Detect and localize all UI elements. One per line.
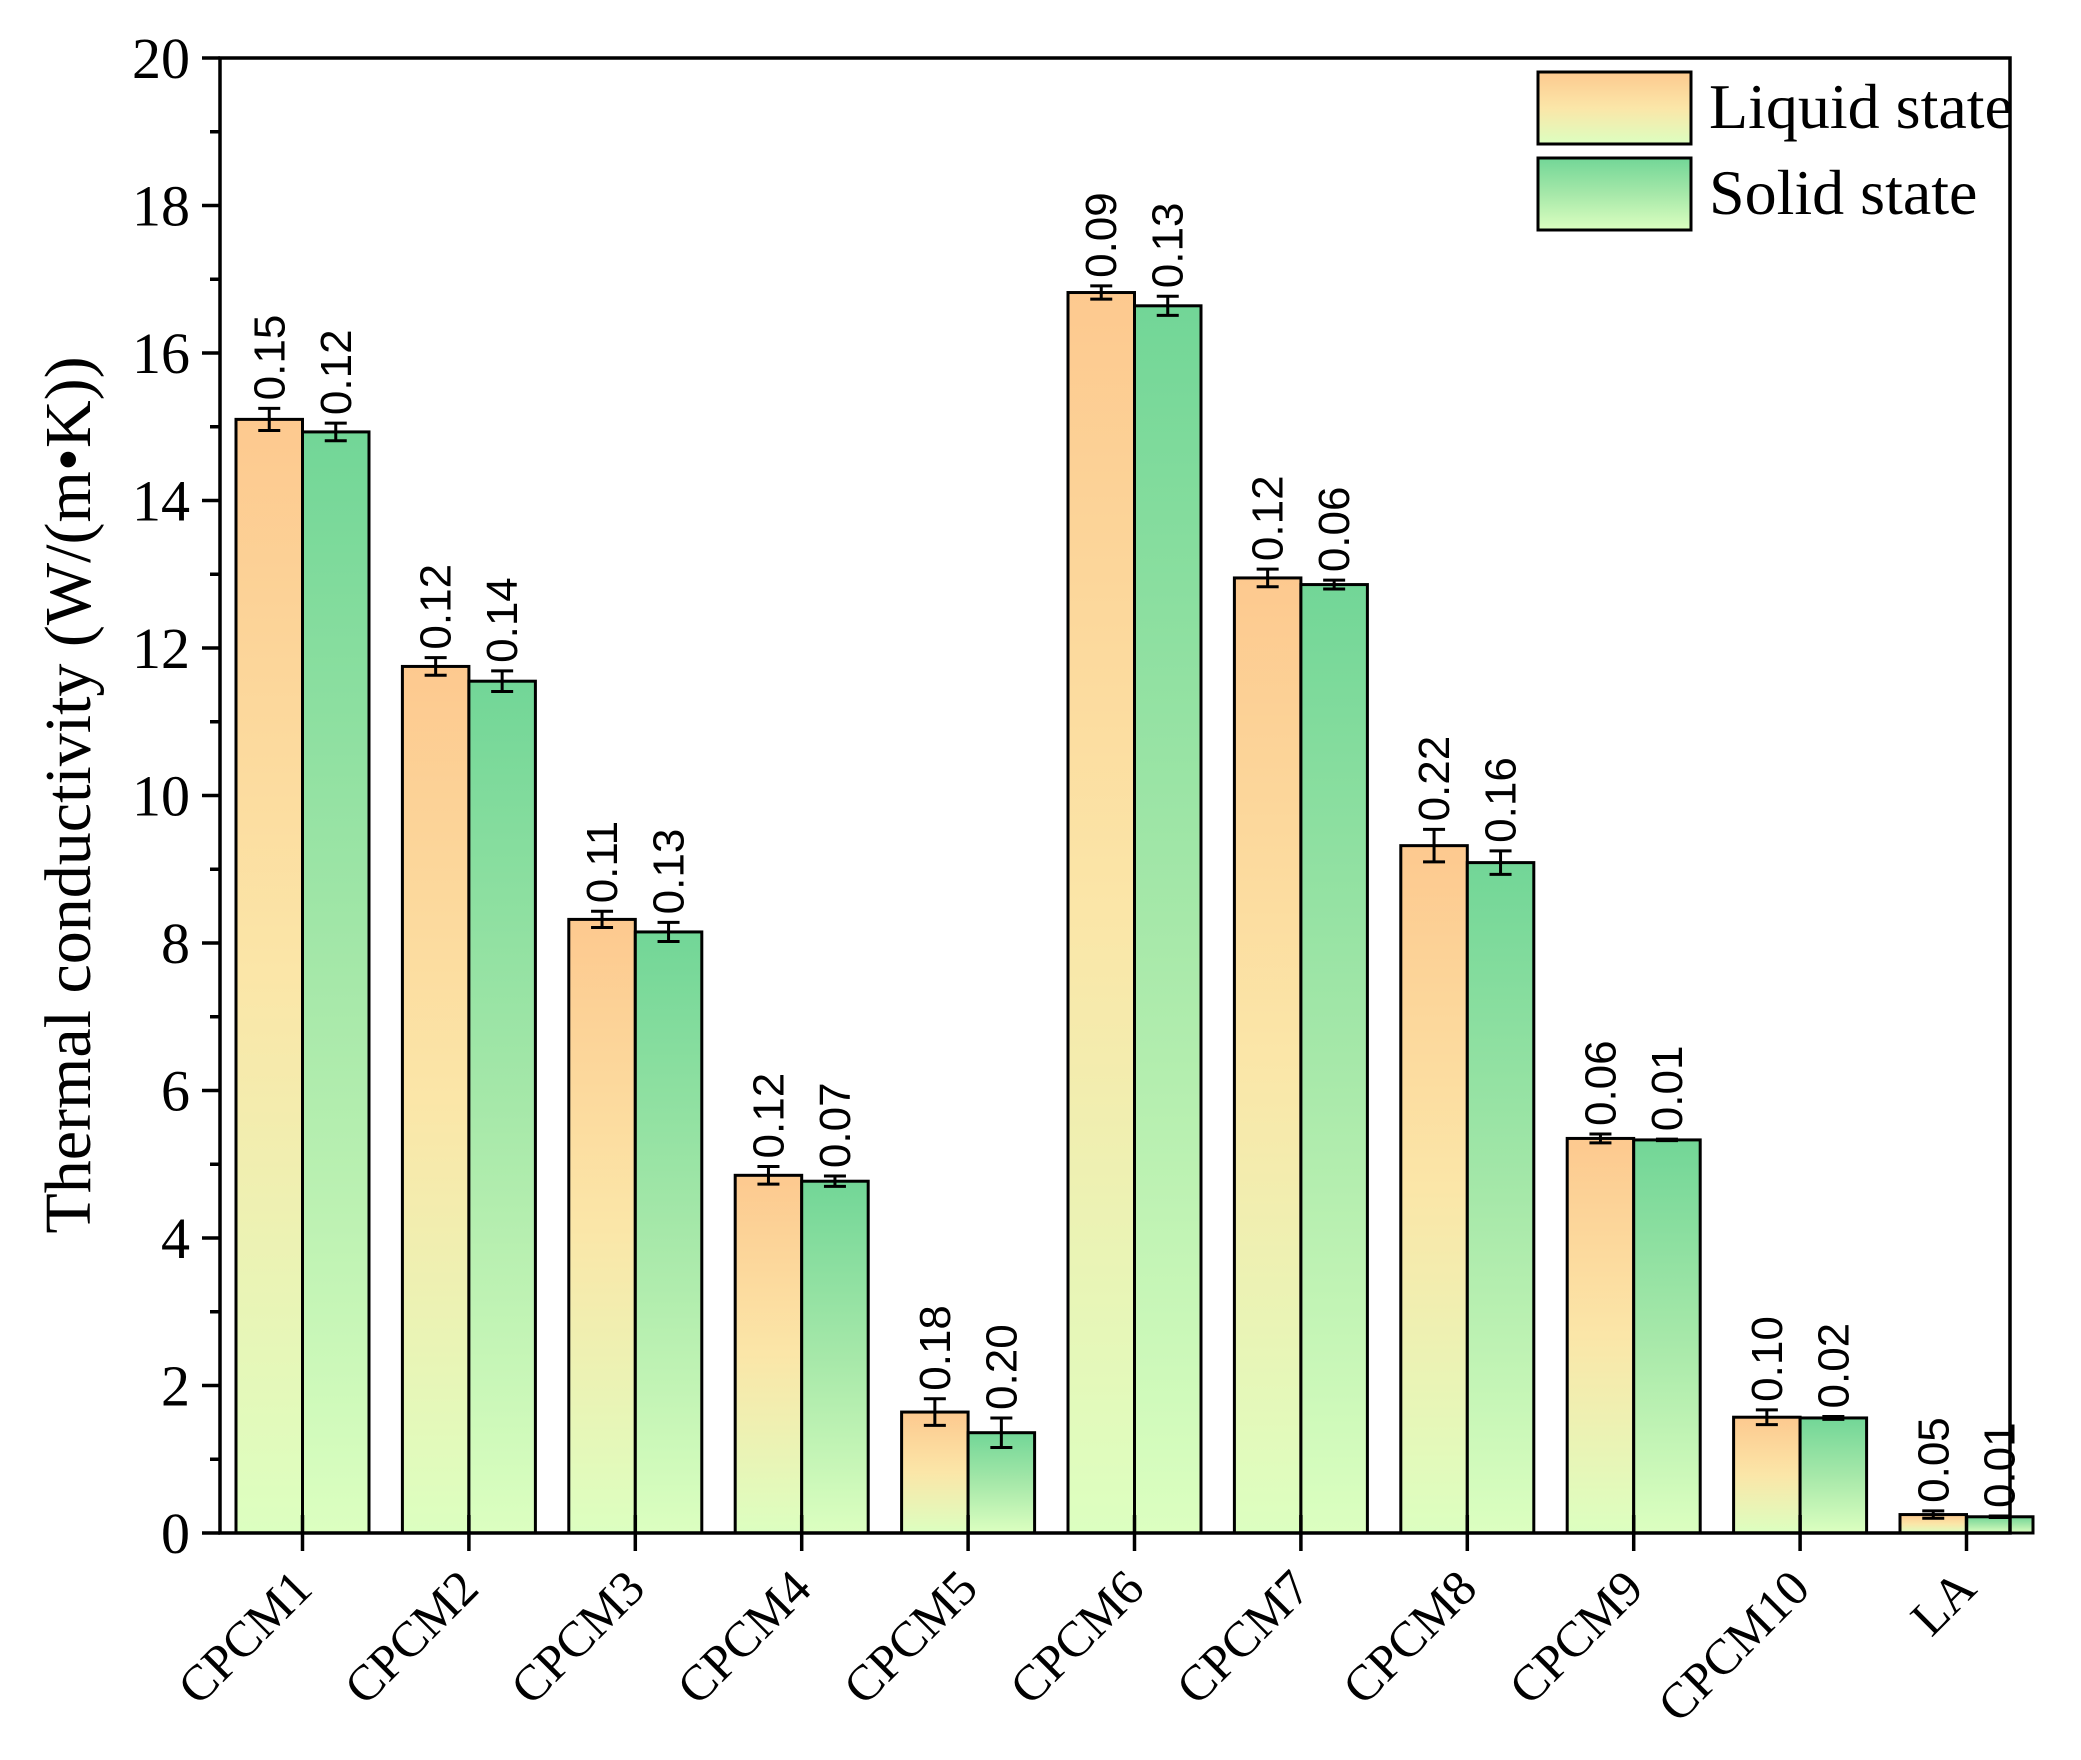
y-tick-label: 12 [132, 616, 190, 681]
x-axis: CPCM1 CPCM2 CPCM3 CPCM4 CPCM5 CPCM6 CPCM7 CPCM8… [167, 1515, 1987, 1732]
bar-liquid-cpcm2 [400, 664, 471, 1535]
data-label-liquid: 0.12 [412, 564, 461, 650]
x-tick-label: CPCM9 [1498, 1559, 1654, 1715]
data-label-liquid: 0.06 [1576, 1040, 1625, 1126]
bar-solid-cpcm1 [301, 430, 371, 1535]
x-tick-label: CPCM3 [500, 1559, 656, 1715]
y-tick-label: 8 [161, 911, 190, 976]
y-tick-label: 16 [132, 321, 190, 386]
error-bars-layer [258, 284, 2011, 1520]
bars-layer [234, 291, 2035, 1535]
y-tick-label: 4 [161, 1206, 190, 1271]
bar-solid-cpcm9 [1632, 1138, 1702, 1535]
data-label-solid: 0.01 [1643, 1046, 1692, 1132]
data-labels-layer: 0.15 0.12 0.12 0.14 0.11 0.13 0.12 0.07 0.18 0.20… [245, 192, 2025, 1508]
x-tick-label: CPCM6 [999, 1559, 1155, 1715]
y-tick-label: 0 [161, 1501, 190, 1566]
bar-liquid-cpcm7 [1232, 576, 1303, 1535]
data-label-liquid: 0.11 [578, 821, 627, 903]
bar-solid-cpcm8 [1465, 861, 1536, 1535]
bar-liquid-cpcm4 [733, 1173, 804, 1535]
x-tick-label: CPCM10 [1647, 1559, 1820, 1732]
bar-solid-cpcm3 [633, 930, 704, 1535]
x-tick-label: CPCM7 [1165, 1559, 1321, 1715]
x-tick-label: LA [1900, 1559, 1987, 1646]
bar-liquid-cpcm1 [234, 417, 304, 1535]
legend: Liquid state Solid state [1536, 70, 2013, 232]
x-tick-label: CPCM4 [666, 1559, 822, 1715]
data-label-liquid: 0.10 [1743, 1316, 1792, 1402]
y-tick-label: 2 [161, 1354, 190, 1419]
x-tick-label: CPCM5 [832, 1559, 988, 1715]
bar-liquid-cpcm5 [900, 1410, 970, 1535]
data-label-solid: 0.07 [811, 1082, 860, 1168]
bar-liquid-cpcm9 [1565, 1136, 1636, 1535]
data-label-solid: 0.13 [1144, 203, 1193, 289]
legend-label-solid: Solid state [1709, 157, 1977, 228]
y-tick-label: 14 [132, 469, 190, 534]
x-tick-label: CPCM1 [167, 1559, 323, 1715]
data-label-solid: 0.14 [478, 577, 527, 663]
y-tick-label: 10 [132, 764, 190, 829]
x-tick-label: CPCM2 [333, 1559, 489, 1715]
bar-solid-la [1965, 1515, 2035, 1535]
y-axis: 0 2 4 6 8 10 12 14 16 18 20 [132, 26, 220, 1566]
bar-liquid-cpcm3 [567, 917, 637, 1535]
bar-liquid-cpcm6 [1066, 291, 1136, 1535]
y-axis-title: Thermal conductivity (W/(m•K)) [32, 356, 105, 1233]
bar-liquid-cpcm8 [1399, 844, 1469, 1535]
legend-swatch-liquid [1536, 70, 1693, 146]
y-tick-label: 20 [132, 26, 190, 91]
data-label-liquid: 0.15 [245, 315, 294, 401]
data-label-solid: 0.02 [1809, 1323, 1858, 1409]
bar-solid-cpcm10 [1798, 1416, 1869, 1535]
x-tick-label: CPCM8 [1332, 1559, 1488, 1715]
data-label-solid: 0.20 [977, 1324, 1026, 1410]
data-label-solid: 0.06 [1310, 487, 1359, 573]
legend-swatch-solid [1536, 156, 1693, 232]
bar-solid-cpcm2 [467, 679, 537, 1535]
bar-liquid-cpcm10 [1732, 1415, 1802, 1535]
data-label-solid: 0.13 [645, 829, 694, 915]
data-label-liquid: 0.09 [1077, 192, 1126, 278]
data-label-solid: 0.16 [1477, 757, 1526, 843]
bar-solid-cpcm4 [800, 1179, 870, 1535]
bar-solid-cpcm7 [1299, 583, 1369, 1535]
data-label-liquid: 0.05 [1909, 1417, 1958, 1503]
data-label-liquid: 0.22 [1410, 736, 1459, 822]
data-label-liquid: 0.18 [911, 1305, 960, 1391]
data-label-liquid: 0.12 [744, 1073, 793, 1159]
data-label-liquid: 0.12 [1244, 475, 1293, 561]
legend-label-liquid: Liquid state [1709, 71, 2013, 142]
data-label-solid: 0.01 [1976, 1422, 2025, 1508]
data-label-solid: 0.12 [312, 329, 361, 415]
bar-solid-cpcm6 [1133, 304, 1203, 1535]
y-tick-label: 6 [161, 1059, 190, 1124]
bar-solid-cpcm5 [966, 1431, 1037, 1535]
y-tick-label: 18 [132, 174, 190, 239]
